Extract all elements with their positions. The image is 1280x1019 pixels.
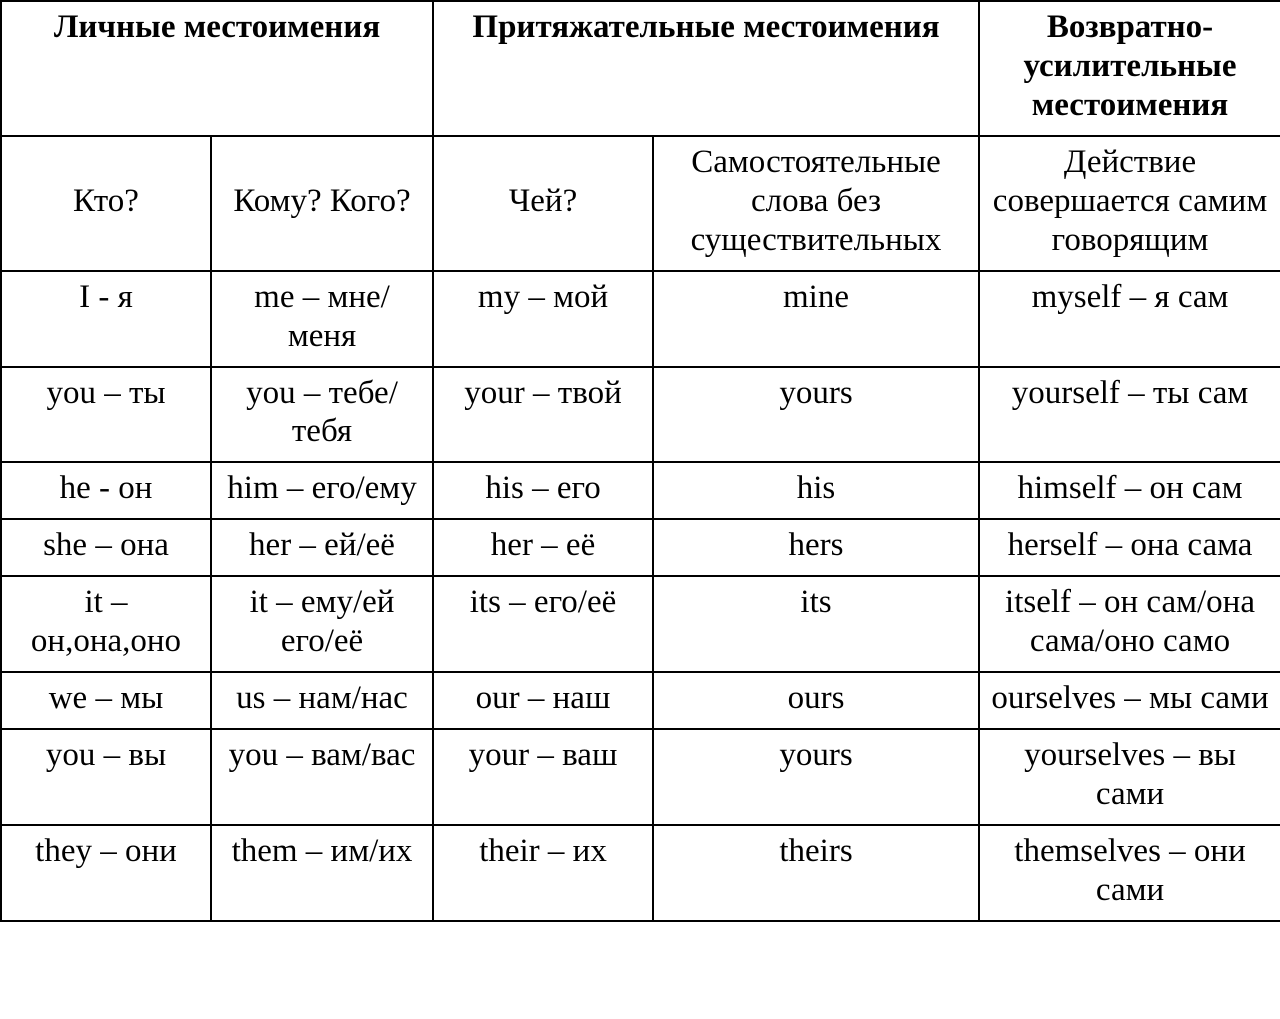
table-row: she – она her – ей/её her – её hers hers… [1,519,1280,576]
cell-object: us – нам/нас [211,672,433,729]
cell-object: you – тебе/тебя [211,367,433,463]
cell-posspron: yours [653,367,979,463]
header-personal: Личные местоимения [1,1,433,136]
cell-object: me – мне/меня [211,271,433,367]
cell-posspron: his [653,462,979,519]
cell-posspron: hers [653,519,979,576]
cell-subject: you – ты [1,367,211,463]
cell-possadj: my – мой [433,271,653,367]
cell-subject: they – они [1,825,211,921]
cell-object: it – ему/ей его/её [211,576,433,672]
table-row: you – вы you – вам/вас your – ваш yours … [1,729,1280,825]
cell-posspron: its [653,576,979,672]
subheader-whom: Кому? Кого? [211,136,433,271]
cell-object: him – его/ему [211,462,433,519]
cell-subject: it – он,она,оно [1,576,211,672]
pronouns-table-wrapper: Личные местоимения Притяжательные местои… [0,0,1280,922]
cell-reflexive: themselves – они сами [979,825,1280,921]
table-row: it – он,она,оно it – ему/ей его/её its –… [1,576,1280,672]
cell-posspron: mine [653,271,979,367]
subheader-reflexive: Действие совершается самим говорящим [979,136,1280,271]
table-row: you – ты you – тебе/тебя your – твой you… [1,367,1280,463]
cell-reflexive: herself – она сама [979,519,1280,576]
cell-object: her – ей/её [211,519,433,576]
cell-subject: we – мы [1,672,211,729]
cell-subject: he - он [1,462,211,519]
header-possessive: Притяжательные местоимения [433,1,979,136]
cell-subject: I - я [1,271,211,367]
cell-subject: she – она [1,519,211,576]
cell-possadj: its – его/её [433,576,653,672]
cell-posspron: theirs [653,825,979,921]
cell-reflexive: yourself – ты сам [979,367,1280,463]
table-row: we – мы us – нам/нас our – наш ours ours… [1,672,1280,729]
cell-possadj: their – их [433,825,653,921]
table-row: I - я me – мне/меня my – мой mine myself… [1,271,1280,367]
cell-possadj: her – её [433,519,653,576]
cell-posspron: yours [653,729,979,825]
header-row: Личные местоимения Притяжательные местои… [1,1,1280,136]
header-reflexive: Возвратно-усилительные местоимения [979,1,1280,136]
cell-reflexive: ourselves – мы сами [979,672,1280,729]
cell-reflexive: myself – я сам [979,271,1280,367]
cell-object: you – вам/вас [211,729,433,825]
cell-reflexive: yourselves – вы сами [979,729,1280,825]
subheader-standalone: Самостоятельные слова без существительны… [653,136,979,271]
cell-possadj: our – наш [433,672,653,729]
table-row: they – они them – им/их their – их their… [1,825,1280,921]
subheader-row: Кто? Кому? Кого? Чей? Самостоятельные сл… [1,136,1280,271]
cell-subject: you – вы [1,729,211,825]
cell-possadj: your – твой [433,367,653,463]
table-row: he - он him – его/ему his – его his hims… [1,462,1280,519]
cell-possadj: his – его [433,462,653,519]
subheader-who: Кто? [1,136,211,271]
cell-posspron: ours [653,672,979,729]
cell-object: them – им/их [211,825,433,921]
cell-reflexive: itself – он сам/она сама/оно само [979,576,1280,672]
pronouns-table: Личные местоимения Притяжательные местои… [0,0,1280,922]
cell-possadj: your – ваш [433,729,653,825]
cell-reflexive: himself – он сам [979,462,1280,519]
subheader-whose: Чей? [433,136,653,271]
